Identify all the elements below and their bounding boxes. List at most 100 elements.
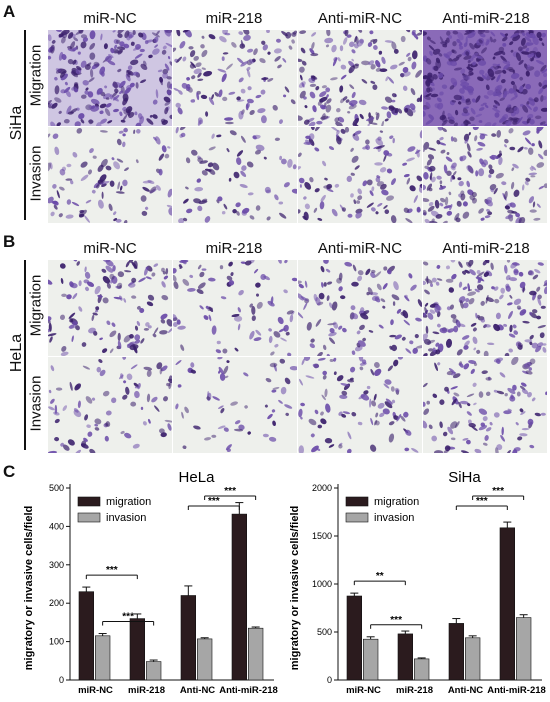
bar-migration	[448, 623, 464, 681]
micrograph	[423, 127, 547, 223]
significance-label: ***	[476, 496, 488, 507]
chart-title: HeLa	[179, 470, 216, 486]
panel-letter-b: B	[3, 232, 16, 251]
bar-invasion	[95, 635, 111, 681]
micrograph-image	[48, 30, 172, 126]
row-label-invasion: Invasion	[27, 375, 45, 432]
x-tick-label: miR-218	[396, 685, 433, 696]
micrograph	[298, 30, 422, 126]
row-label-invasion: Invasion	[27, 145, 45, 202]
bar-invasion	[516, 617, 532, 681]
micrograph-image	[298, 260, 422, 356]
micrograph	[423, 260, 547, 356]
col-label-anti-mir-218: Anti-miR-218	[442, 240, 530, 257]
bar-invasion	[414, 658, 430, 681]
bar-chart-svg: SiHa 0 500 1000 1500 2000 migratory or invasiv…	[289, 470, 546, 696]
y-tick-label: 0	[59, 675, 64, 685]
legend-swatch	[77, 512, 101, 523]
micrograph-image	[48, 357, 172, 453]
legend-label: migration	[374, 496, 419, 508]
bar-migration	[346, 595, 362, 681]
bar-invasion	[197, 638, 213, 681]
bar-migration	[231, 513, 247, 681]
col-label-anti-mir-nc: Anti-miR-NC	[317, 10, 403, 27]
bar-migration	[129, 618, 145, 681]
bar-invasion	[465, 637, 481, 681]
micrograph	[48, 127, 172, 223]
y-axis-label: migratory or invasive cells/field	[23, 506, 35, 670]
significance-label: **	[376, 571, 384, 582]
row-label-migration: Migration	[27, 274, 45, 337]
y-tick-label: 400	[49, 521, 64, 531]
legend-label: invasion	[106, 512, 146, 524]
significance-label: ***	[106, 565, 118, 576]
legend-label: invasion	[374, 512, 414, 524]
significance-label: ***	[122, 612, 134, 623]
y-tick-label: 1500	[312, 531, 332, 541]
micrograph-image	[173, 260, 297, 356]
micrograph-image	[173, 357, 297, 453]
chart-siha: SiHa 0 500 1000 1500 2000 migratory or invasiv…	[286, 470, 550, 698]
x-tick-label: miR-NC	[346, 685, 381, 696]
y-axis-label: migratory or invasive cells/field	[289, 506, 301, 670]
col-label-mir-nc: miR-NC	[83, 240, 137, 257]
col-label-mir-218: miR-218	[205, 10, 263, 27]
significance-label: ***	[224, 486, 236, 497]
micrograph-image	[173, 30, 297, 126]
significance-label: ***	[208, 496, 220, 507]
x-tick-label: Anti-miR-218	[487, 685, 546, 696]
bar-chart-svg: HeLa 0 100 200 300 400 500 migratory or invasiv…	[23, 470, 278, 696]
cell-line-bracket	[24, 30, 26, 220]
x-tick-label: Anti-NC	[448, 685, 483, 696]
legend-label: migration	[106, 496, 151, 508]
micrograph-image	[423, 357, 547, 453]
bar-invasion	[248, 627, 264, 681]
micrograph-image	[48, 127, 172, 223]
chart-hela: HeLa 0 100 200 300 400 500 migratory or invasiv…	[18, 470, 282, 698]
cell-line-bracket	[24, 260, 26, 450]
chart-title: SiHa	[448, 470, 481, 486]
y-tick-label: 500	[49, 483, 64, 493]
legend-swatch	[345, 496, 369, 507]
y-tick-label: 300	[49, 560, 64, 570]
micrograph	[173, 260, 297, 356]
micrograph-image	[423, 30, 547, 126]
micrograph-image	[298, 357, 422, 453]
y-tick-label: 0	[327, 675, 332, 685]
significance-label: ***	[390, 615, 402, 626]
micrograph	[173, 127, 297, 223]
micrograph	[298, 357, 422, 453]
micrograph-image	[298, 127, 422, 223]
micrograph-image	[173, 127, 297, 223]
micrograph	[423, 30, 547, 126]
micrograph	[173, 357, 297, 453]
y-tick-label: 2000	[312, 483, 332, 493]
row-label-migration: Migration	[27, 44, 45, 107]
y-tick-label: 100	[49, 637, 64, 647]
micrograph	[48, 30, 172, 126]
bar-migration	[499, 527, 515, 681]
micrograph	[48, 260, 172, 356]
micrograph-image	[298, 30, 422, 126]
bar-invasion	[363, 638, 379, 681]
panel-letter-c: C	[3, 462, 16, 481]
micrograph	[298, 260, 422, 356]
micrograph-image	[423, 260, 547, 356]
col-label-mir-218: miR-218	[205, 240, 263, 257]
micrograph	[423, 357, 547, 453]
legend-swatch	[345, 512, 369, 523]
micrograph-image	[48, 260, 172, 356]
micrograph	[298, 127, 422, 223]
x-tick-label: miR-218	[128, 685, 165, 696]
significance-label: ***	[492, 486, 504, 497]
y-tick-label: 200	[49, 598, 64, 608]
bar-migration	[78, 591, 94, 681]
col-label-mir-nc: miR-NC	[83, 10, 137, 27]
y-tick-label: 1000	[312, 579, 332, 589]
micrograph	[48, 357, 172, 453]
legend-swatch	[77, 496, 101, 507]
micrograph	[173, 30, 297, 126]
bar-invasion	[146, 661, 162, 681]
x-tick-label: Anti-miR-218	[219, 685, 278, 696]
col-label-anti-mir-218: Anti-miR-218	[442, 10, 530, 27]
